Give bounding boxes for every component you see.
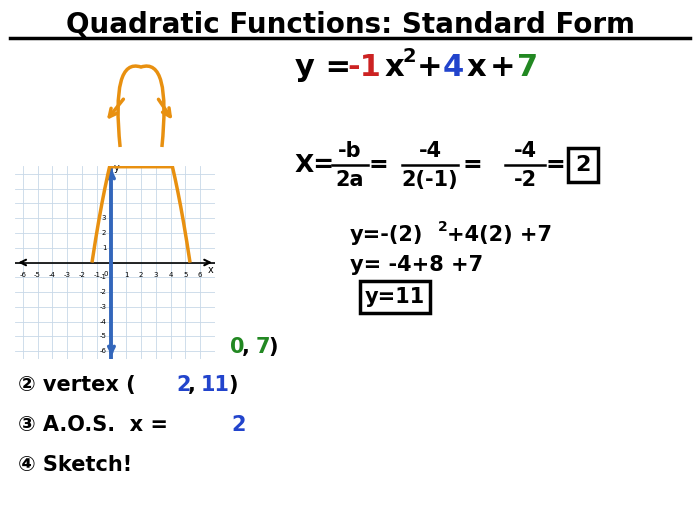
- Text: +: +: [490, 52, 516, 81]
- Text: 4: 4: [169, 272, 173, 278]
- Bar: [568, 148, 598, 182]
- Text: ,: ,: [242, 337, 250, 357]
- Text: x: x: [467, 52, 486, 81]
- Text: 3: 3: [102, 215, 106, 221]
- Text: x: x: [208, 265, 213, 275]
- Text: 2: 2: [403, 47, 416, 67]
- Text: ③ A.O.S.  x =: ③ A.O.S. x =: [18, 415, 175, 435]
- Text: -3: -3: [64, 272, 71, 278]
- Text: -5: -5: [99, 333, 106, 339]
- Text: -4: -4: [513, 141, 537, 161]
- Text: x: x: [385, 52, 405, 81]
- Text: -4: -4: [419, 141, 442, 161]
- Text: 2a: 2a: [336, 170, 364, 190]
- Text: -2: -2: [513, 170, 537, 190]
- Text: 0: 0: [230, 337, 244, 357]
- Text: Quadratic Functions: Standard Form: Quadratic Functions: Standard Form: [66, 11, 634, 39]
- Text: ): ): [268, 337, 277, 357]
- Text: ② vertex (: ② vertex (: [18, 375, 136, 395]
- Text: 2: 2: [102, 230, 106, 236]
- Text: y: y: [114, 163, 120, 173]
- Text: y =: y =: [295, 52, 362, 81]
- Text: -2: -2: [99, 289, 106, 295]
- Text: =: =: [545, 153, 565, 177]
- Text: 5: 5: [183, 272, 188, 278]
- Text: ④ Sketch!: ④ Sketch!: [18, 455, 132, 475]
- Text: 2: 2: [231, 415, 246, 435]
- Text: 2(-1): 2(-1): [402, 170, 458, 190]
- Text: 11: 11: [201, 375, 230, 395]
- Text: =: =: [368, 153, 388, 177]
- Text: 4: 4: [443, 52, 464, 81]
- Text: y= -4+8 +7: y= -4+8 +7: [350, 255, 483, 275]
- Text: -2: -2: [78, 272, 85, 278]
- Text: -4: -4: [49, 272, 56, 278]
- Text: 1: 1: [102, 245, 106, 251]
- Bar: [360, 281, 430, 313]
- Text: -4: -4: [99, 319, 106, 324]
- Text: 7: 7: [517, 52, 538, 81]
- Text: y=11: y=11: [365, 287, 425, 307]
- Text: -3: -3: [99, 304, 106, 310]
- Text: 0: 0: [104, 270, 108, 277]
- Text: -b: -b: [338, 141, 362, 161]
- Text: ): ): [228, 375, 237, 395]
- Text: -5: -5: [34, 272, 41, 278]
- Text: 2: 2: [139, 272, 143, 278]
- Text: -6: -6: [99, 348, 106, 354]
- Text: 2: 2: [438, 220, 448, 234]
- Text: ,: ,: [188, 375, 196, 395]
- Text: 3: 3: [153, 272, 158, 278]
- Text: ① y-intercept (: ① y-intercept (: [18, 337, 190, 357]
- Text: 6: 6: [198, 272, 202, 278]
- Text: 7: 7: [256, 337, 270, 357]
- Text: =: =: [462, 153, 482, 177]
- Text: +4(2) +7: +4(2) +7: [447, 225, 552, 245]
- Text: -1: -1: [347, 52, 381, 81]
- Text: X=: X=: [295, 153, 335, 177]
- Text: -1: -1: [93, 272, 100, 278]
- Text: -1: -1: [99, 274, 106, 280]
- Text: -6: -6: [20, 272, 27, 278]
- Text: 2: 2: [176, 375, 190, 395]
- Text: y=-(2): y=-(2): [350, 225, 424, 245]
- Text: +: +: [417, 52, 442, 81]
- Text: 2: 2: [575, 155, 591, 175]
- Text: 1: 1: [124, 272, 129, 278]
